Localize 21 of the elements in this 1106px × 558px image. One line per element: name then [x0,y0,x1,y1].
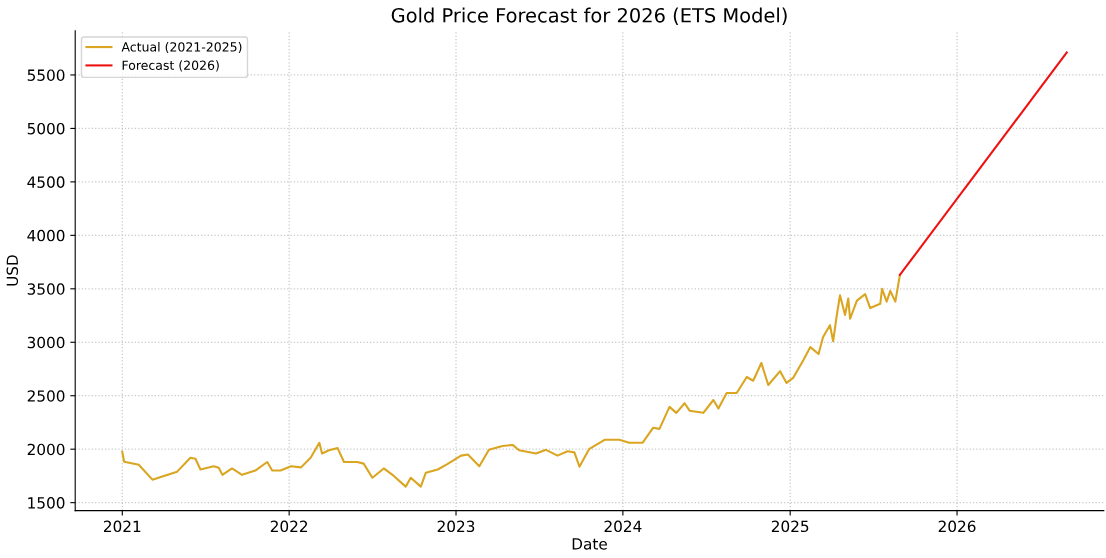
y-tick-label: 2500 [27,390,65,402]
y-tick-label: 4500 [27,176,65,188]
y-tick-label: 4000 [27,229,65,242]
x-tick-label: 2025 [771,520,809,533]
x-tick-label: 2022 [270,520,308,533]
x-tick-label: 2023 [437,520,475,533]
y-tick-label: 3500 [27,283,65,295]
y-tick-label: 3000 [27,336,65,349]
y-tick-label: 5000 [27,122,65,135]
legend-label: Forecast (2026) [122,60,219,72]
y-tick-label: 5500 [27,69,65,81]
x-tick-label: 2024 [604,520,642,533]
chart-title: Gold Price Forecast for 2026 (ETS Model) [391,7,787,25]
y-tick-label: 1500 [28,497,65,509]
line-series [121,273,901,488]
x-axis-title: Date [572,538,607,550]
y-tick-label: 2000 [27,443,65,456]
y-axis-title: USD [6,255,19,286]
x-tick-label: 2026 [938,520,976,533]
x-tick-label: 2021 [103,520,141,533]
legend-label: Actual (2021-2025) [121,41,242,54]
